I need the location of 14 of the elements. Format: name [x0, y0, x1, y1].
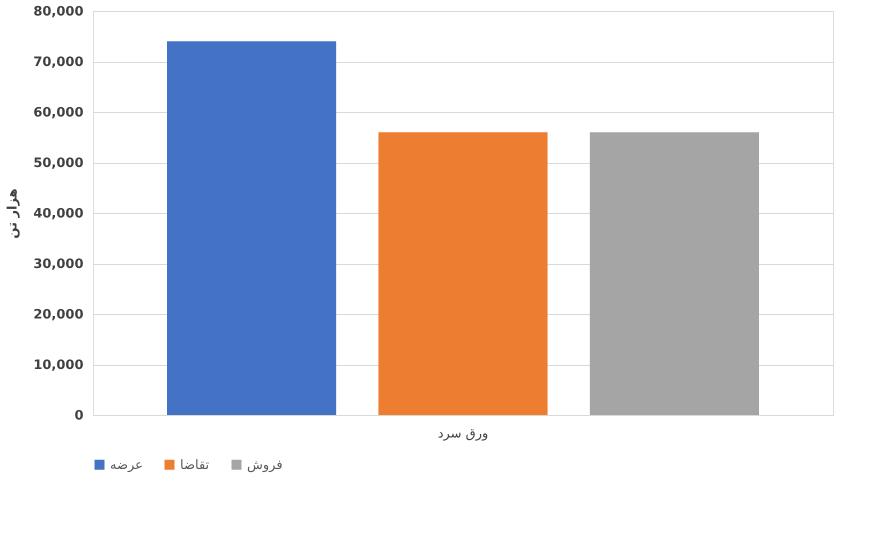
legend-label: عرضه [110, 458, 143, 473]
legend-label: تقاضا [180, 458, 210, 473]
x-tick-label: ورق سرد [438, 426, 488, 442]
y-tick-label: 20,000 [33, 308, 84, 322]
y-tick-label: 80,000 [33, 4, 84, 20]
y-tick-label: 0 [74, 408, 84, 424]
y-tick-label: 40,000 [33, 206, 84, 222]
legend-label: فروش [247, 458, 283, 473]
y-tick-label: 10,000 [33, 358, 84, 373]
y-tick-label: 50,000 [33, 156, 84, 171]
y-tick-label: 70,000 [33, 55, 84, 70]
y-tick-label: 60,000 [33, 106, 84, 120]
y-tick-label: 30,000 [33, 257, 84, 272]
y-axis-title: هزار تن [5, 188, 20, 239]
